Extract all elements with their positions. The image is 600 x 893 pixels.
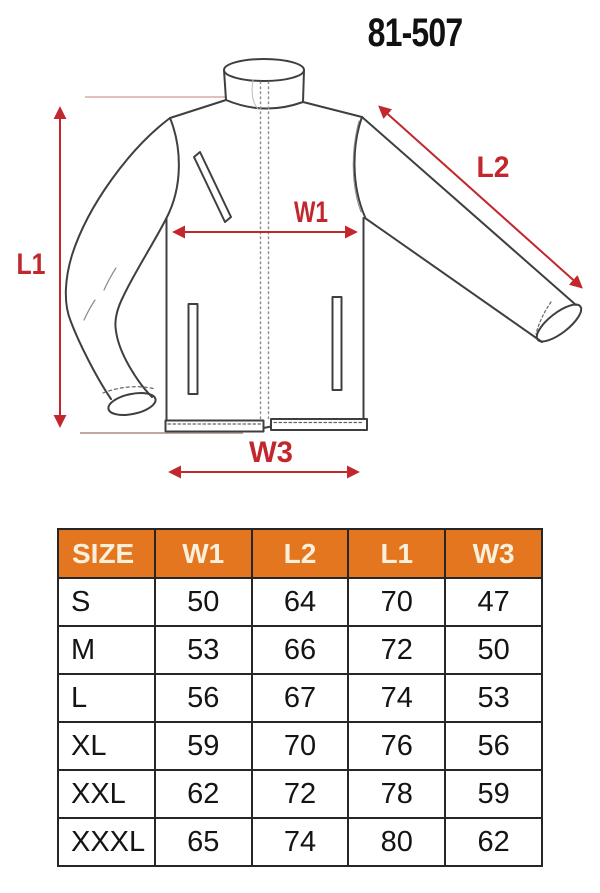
hem-connector (262, 425, 272, 429)
value-cell: 53 (444, 673, 543, 723)
value-cell: 72 (250, 769, 350, 819)
size-cell: L (57, 673, 156, 723)
product-code-title: 81-507 (367, 11, 464, 55)
measurement-annotations (53, 105, 583, 479)
right-shoulder-seam (302, 101, 363, 118)
hem-band-right (270, 418, 368, 431)
value-cell: 80 (347, 817, 447, 867)
jacket-diagram: L1 W1 L2 W3 (17, 58, 583, 479)
value-cell: 72 (347, 625, 447, 675)
value-cell: 50 (444, 625, 543, 675)
value-cell: 70 (347, 577, 447, 627)
value-cell: 64 (250, 577, 350, 627)
value-cell: 78 (347, 769, 447, 819)
chest-pocket-slit (193, 151, 232, 223)
left-cuff (107, 392, 157, 416)
measurement-labels: L1 W1 L2 W3 (17, 151, 510, 469)
size-table-body: S 50 64 70 47 M 53 66 72 50 L 56 67 74 53 XL 59 70 76 56 XXL… (57, 577, 543, 867)
left-armhole-seam (165, 117, 180, 220)
left-forearm-crease (83, 299, 96, 321)
right-cuff-stitch (535, 301, 552, 335)
size-cell: M (57, 625, 156, 675)
right-cuff (535, 303, 583, 343)
value-cell: 74 (250, 817, 350, 867)
table-row: XXL 62 72 78 59 (57, 769, 543, 819)
left-elbow-crease (103, 267, 117, 291)
value-cell: 74 (347, 673, 447, 723)
right-sleeve-bottom-edge (364, 217, 543, 343)
l2-arrow (378, 105, 583, 289)
size-cell: XXXL (57, 817, 156, 867)
column-header: W1 (153, 528, 253, 579)
value-cell: 65 (153, 817, 253, 867)
value-cell: 67 (250, 673, 350, 723)
right-pocket-slit (331, 296, 343, 391)
collar-top (223, 58, 305, 82)
value-cell: 66 (250, 625, 350, 675)
table-row: XL 59 70 76 56 (57, 721, 543, 771)
collar-right-edge (302, 69, 305, 103)
jacket-outline (64, 58, 583, 433)
collar-inner-flap (251, 79, 259, 110)
w3-label: W3 (249, 436, 293, 469)
table-row: S 50 64 70 47 (57, 577, 543, 627)
value-cell: 59 (153, 721, 253, 771)
collar-bottom-edge (225, 99, 304, 110)
value-cell: 76 (347, 721, 447, 771)
hem-band-left (164, 419, 265, 433)
w1-label: W1 (294, 196, 328, 229)
table-row: M 53 66 72 50 (57, 625, 543, 675)
l1-label: L1 (17, 248, 46, 281)
table-row: L 56 67 74 53 (57, 673, 543, 723)
left-sleeve-inner-edge (114, 218, 167, 398)
right-armhole-second-seam (352, 120, 362, 213)
column-header: SIZE (57, 528, 156, 579)
column-header: L2 (250, 528, 350, 579)
size-table-header-row: SIZE W1 L2 L1 W3 (57, 528, 543, 579)
left-cuff-stitch (102, 386, 157, 394)
right-sleeve-top-edge (361, 116, 577, 306)
value-cell: 62 (444, 817, 543, 867)
size-table-head: SIZE W1 L2 L1 W3 (57, 528, 543, 579)
table-row: XXXL 65 74 80 62 (57, 817, 543, 867)
size-table: SIZE W1 L2 L1 W3 S 50 64 70 47 M 53 66 72 50 L 56 67 74 53… (57, 528, 543, 867)
left-pocket-slit (187, 303, 199, 395)
jacket-stitch-details (83, 79, 552, 425)
column-header: W3 (444, 528, 543, 579)
left-shoulder-seam (169, 99, 227, 119)
value-cell: 62 (153, 769, 253, 819)
reference-lines (80, 96, 243, 434)
value-cell: 59 (444, 769, 543, 819)
value-cell: 70 (250, 721, 350, 771)
column-header: L1 (347, 528, 447, 579)
value-cell: 50 (153, 577, 253, 627)
left-sleeve-outer-edge (64, 117, 171, 400)
value-cell: 56 (444, 721, 543, 771)
collar-left-edge (223, 69, 227, 101)
size-cell: S (57, 577, 156, 627)
right-armhole-seam (353, 116, 366, 218)
size-cell: XL (57, 721, 156, 771)
l2-label: L2 (477, 151, 510, 184)
size-cell: XXL (57, 769, 156, 819)
value-cell: 47 (444, 577, 543, 627)
value-cell: 56 (153, 673, 253, 723)
value-cell: 53 (153, 625, 253, 675)
